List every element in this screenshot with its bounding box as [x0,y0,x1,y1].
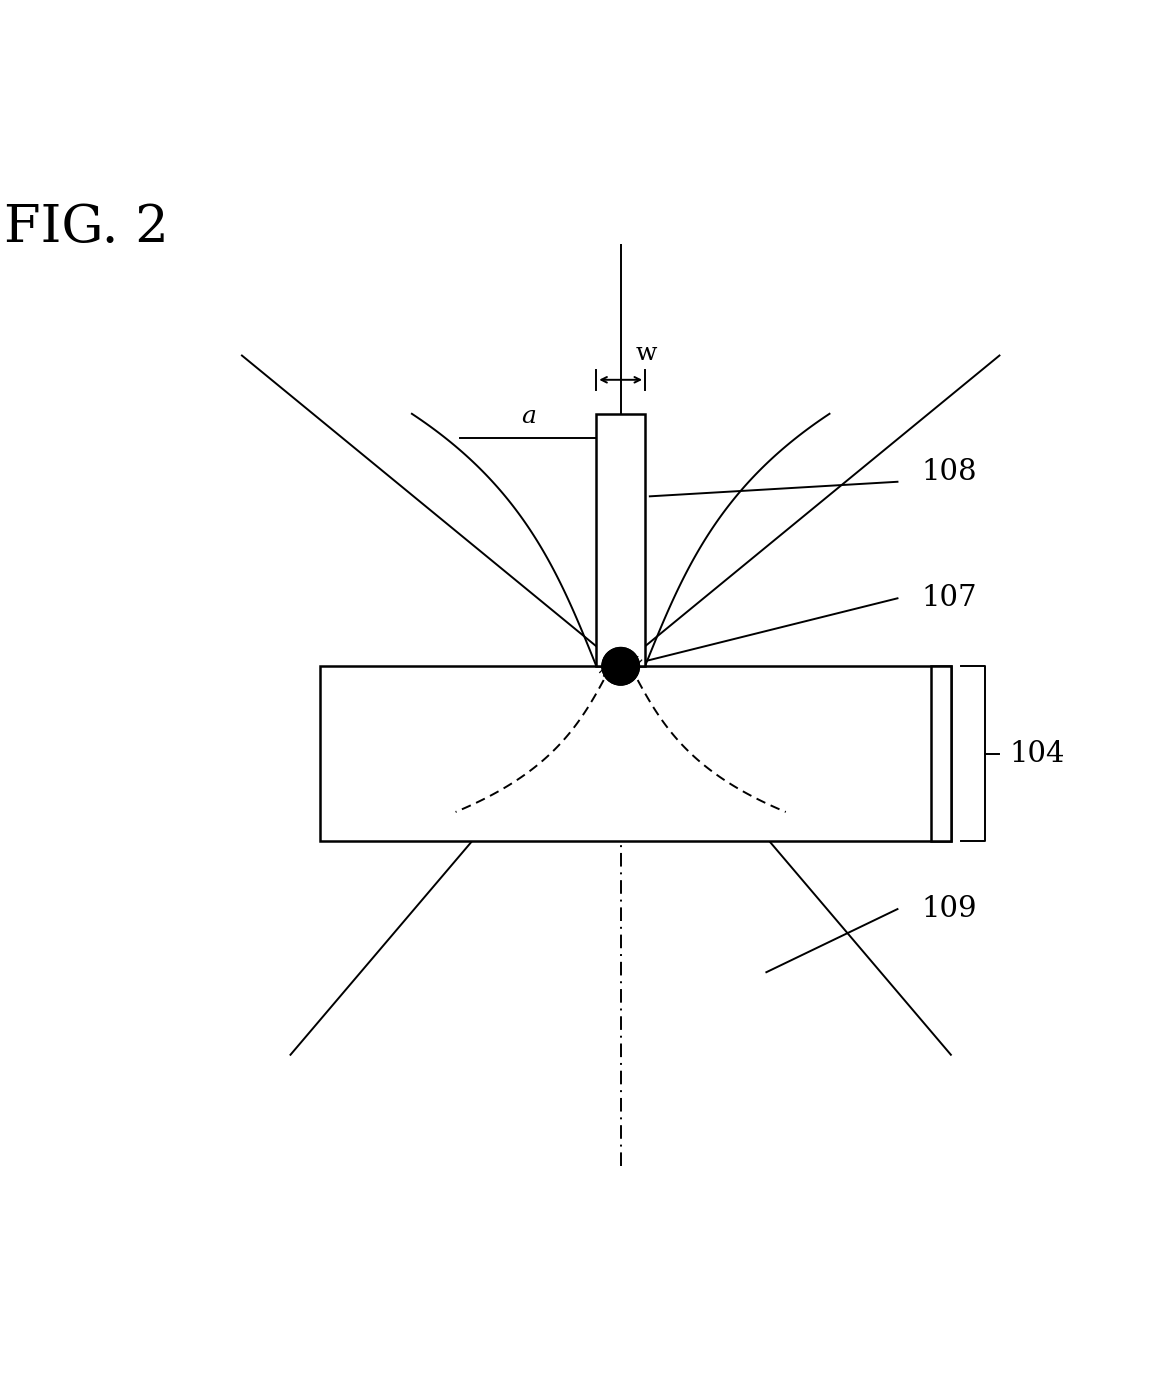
Circle shape [603,647,639,685]
Text: w: w [635,342,657,366]
Text: 109: 109 [921,895,977,923]
Bar [597,414,644,667]
Text: a: a [522,405,535,428]
Text: 107: 107 [921,585,977,613]
Text: 108: 108 [921,457,977,486]
Text: 104: 104 [1009,740,1065,768]
Bar [320,667,950,841]
Bar [932,667,950,841]
Text: FIG. 2: FIG. 2 [5,202,169,254]
